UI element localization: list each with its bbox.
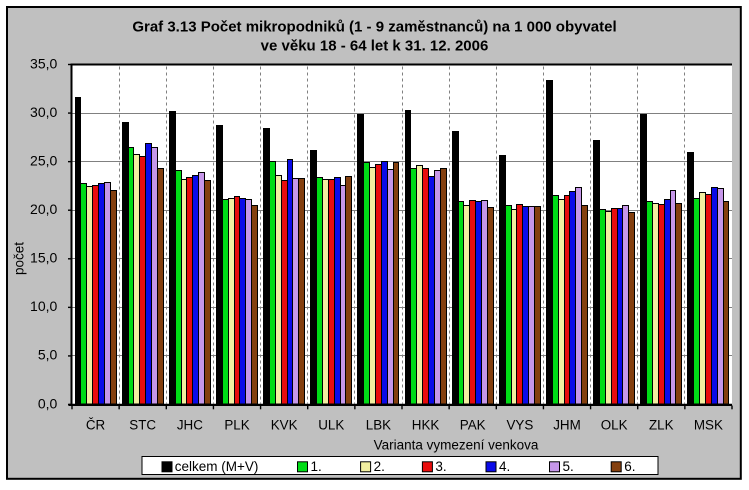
svg-text:KVK: KVK (271, 418, 298, 433)
svg-text:HKK: HKK (412, 418, 440, 433)
svg-text:JHC: JHC (177, 418, 203, 433)
svg-text:LBK: LBK (366, 418, 391, 433)
svg-text:3.: 3. (435, 459, 446, 474)
svg-text:ve věku 18 - 64 let k 31. 12.: ve věku 18 - 64 let k 31. 12. 2006 (261, 38, 489, 55)
svg-text:počet: počet (12, 242, 27, 275)
svg-text:JHM: JHM (553, 418, 581, 433)
svg-text:VYS: VYS (506, 418, 533, 433)
svg-text:ZLK: ZLK (649, 418, 674, 433)
svg-text:Varianta vymezení venkova: Varianta vymezení venkova (374, 438, 539, 453)
svg-text:Graf 3.13 Počet mikropodniků (: Graf 3.13 Počet mikropodniků (1 - 9 zamě… (132, 19, 616, 36)
svg-text:35,0: 35,0 (30, 55, 57, 71)
svg-text:ČR: ČR (86, 418, 106, 433)
svg-text:OLK: OLK (601, 418, 628, 433)
svg-text:15,0: 15,0 (30, 250, 57, 266)
svg-text:1.: 1. (311, 459, 322, 474)
svg-text:4.: 4. (499, 459, 510, 474)
svg-text:30,0: 30,0 (30, 104, 57, 120)
svg-text:0,0: 0,0 (38, 395, 58, 411)
svg-text:10,0: 10,0 (30, 298, 57, 314)
svg-text:PLK: PLK (224, 418, 249, 433)
svg-text:MSK: MSK (694, 418, 723, 433)
svg-text:6.: 6. (624, 459, 635, 474)
svg-text:celkem (M+V): celkem (M+V) (175, 459, 259, 474)
svg-text:PAK: PAK (460, 418, 486, 433)
svg-text:2.: 2. (374, 459, 385, 474)
svg-text:STC: STC (129, 418, 156, 433)
svg-text:5.: 5. (563, 459, 574, 474)
svg-text:25,0: 25,0 (30, 152, 57, 168)
svg-text:5,0: 5,0 (38, 347, 58, 363)
svg-text:20,0: 20,0 (30, 201, 57, 217)
svg-text:ULK: ULK (318, 418, 344, 433)
